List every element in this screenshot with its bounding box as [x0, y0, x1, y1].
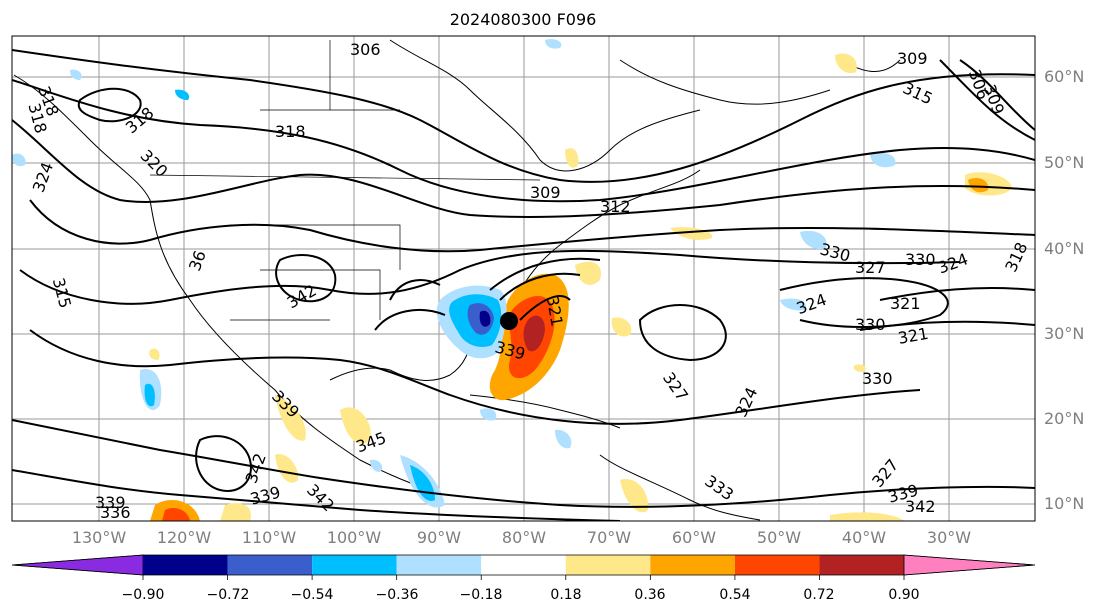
colorbar-tick-label: 0.72	[803, 587, 835, 603]
colorbar-extend-low	[11, 554, 144, 576]
colorbar	[11, 554, 1036, 580]
contour-label: 330	[862, 369, 893, 388]
colorbar-segment	[396, 555, 482, 575]
contour-label: 330	[905, 250, 936, 269]
colorbar-tick-label: −0.72	[206, 587, 250, 603]
colorbar-extend-high	[903, 554, 1036, 576]
cyclone-center-marker	[500, 312, 518, 330]
colorbar-tick-label: −0.54	[290, 587, 334, 603]
colorbar-segment	[143, 555, 228, 575]
lon-label-70w: 70°W	[586, 528, 632, 547]
lat-label-10n: 10°N	[1044, 494, 1085, 513]
colorbar-segment	[819, 555, 904, 575]
lat-label-60n: 60°N	[1044, 67, 1085, 86]
colorbar-segment	[481, 555, 566, 575]
colorbar-tick-label: −0.36	[375, 587, 419, 603]
contour-lines	[12, 49, 1035, 521]
positive-anomalies	[149, 53, 1012, 521]
lon-label-60w: 60°W	[671, 528, 717, 547]
map-title: 2024080300 F096	[449, 10, 597, 29]
lon-label-120w: 120°W	[156, 528, 212, 547]
lon-label-40w: 40°W	[841, 528, 887, 547]
coastlines	[13, 39, 901, 521]
lat-label-40n: 40°N	[1044, 239, 1085, 258]
lon-label-30w: 30°W	[926, 528, 972, 547]
contour-label: 336	[100, 503, 131, 522]
colorbar-tick-label: 0.90	[888, 587, 920, 603]
contour-label: 306	[350, 40, 381, 59]
colorbar-segment	[227, 555, 313, 575]
lat-label-30n: 30°N	[1044, 324, 1085, 343]
contour-label: 309	[530, 183, 561, 202]
colorbar-tick-label: 0.36	[634, 587, 666, 603]
contour-label: 312	[600, 197, 631, 216]
contour-label: 327	[855, 258, 886, 277]
lon-label-80w: 80°W	[501, 528, 547, 547]
colorbar-segment	[734, 555, 820, 575]
lon-label-110w: 110°W	[241, 528, 297, 547]
lon-label-100w: 100°W	[326, 528, 382, 547]
colorbar-segment	[650, 555, 735, 575]
lon-label-90w: 90°W	[416, 528, 462, 547]
lat-label-20n: 20°N	[1044, 409, 1085, 428]
colorbar-tick-label: 0.54	[719, 587, 751, 603]
contour-label: 330	[855, 315, 886, 334]
colorbar-tick-label: −0.18	[459, 587, 503, 603]
colorbar-tick-label: 0.18	[550, 587, 582, 603]
lon-label-50w: 50°W	[756, 528, 802, 547]
contour-label: 321	[890, 294, 921, 313]
colorbar-segment	[312, 555, 397, 575]
contour-label: 309	[897, 49, 928, 68]
lat-label-50n: 50°N	[1044, 153, 1085, 172]
contour-label: 339	[95, 493, 126, 512]
graticule	[12, 36, 1035, 521]
colorbar-segment	[565, 555, 651, 575]
colorbar-tick-label: −0.90	[121, 587, 165, 603]
contour-label: 342	[905, 497, 936, 516]
negative-anomalies	[12, 39, 896, 508]
lon-label-130w: 130°W	[71, 528, 127, 547]
contour-label: 318	[275, 122, 306, 141]
